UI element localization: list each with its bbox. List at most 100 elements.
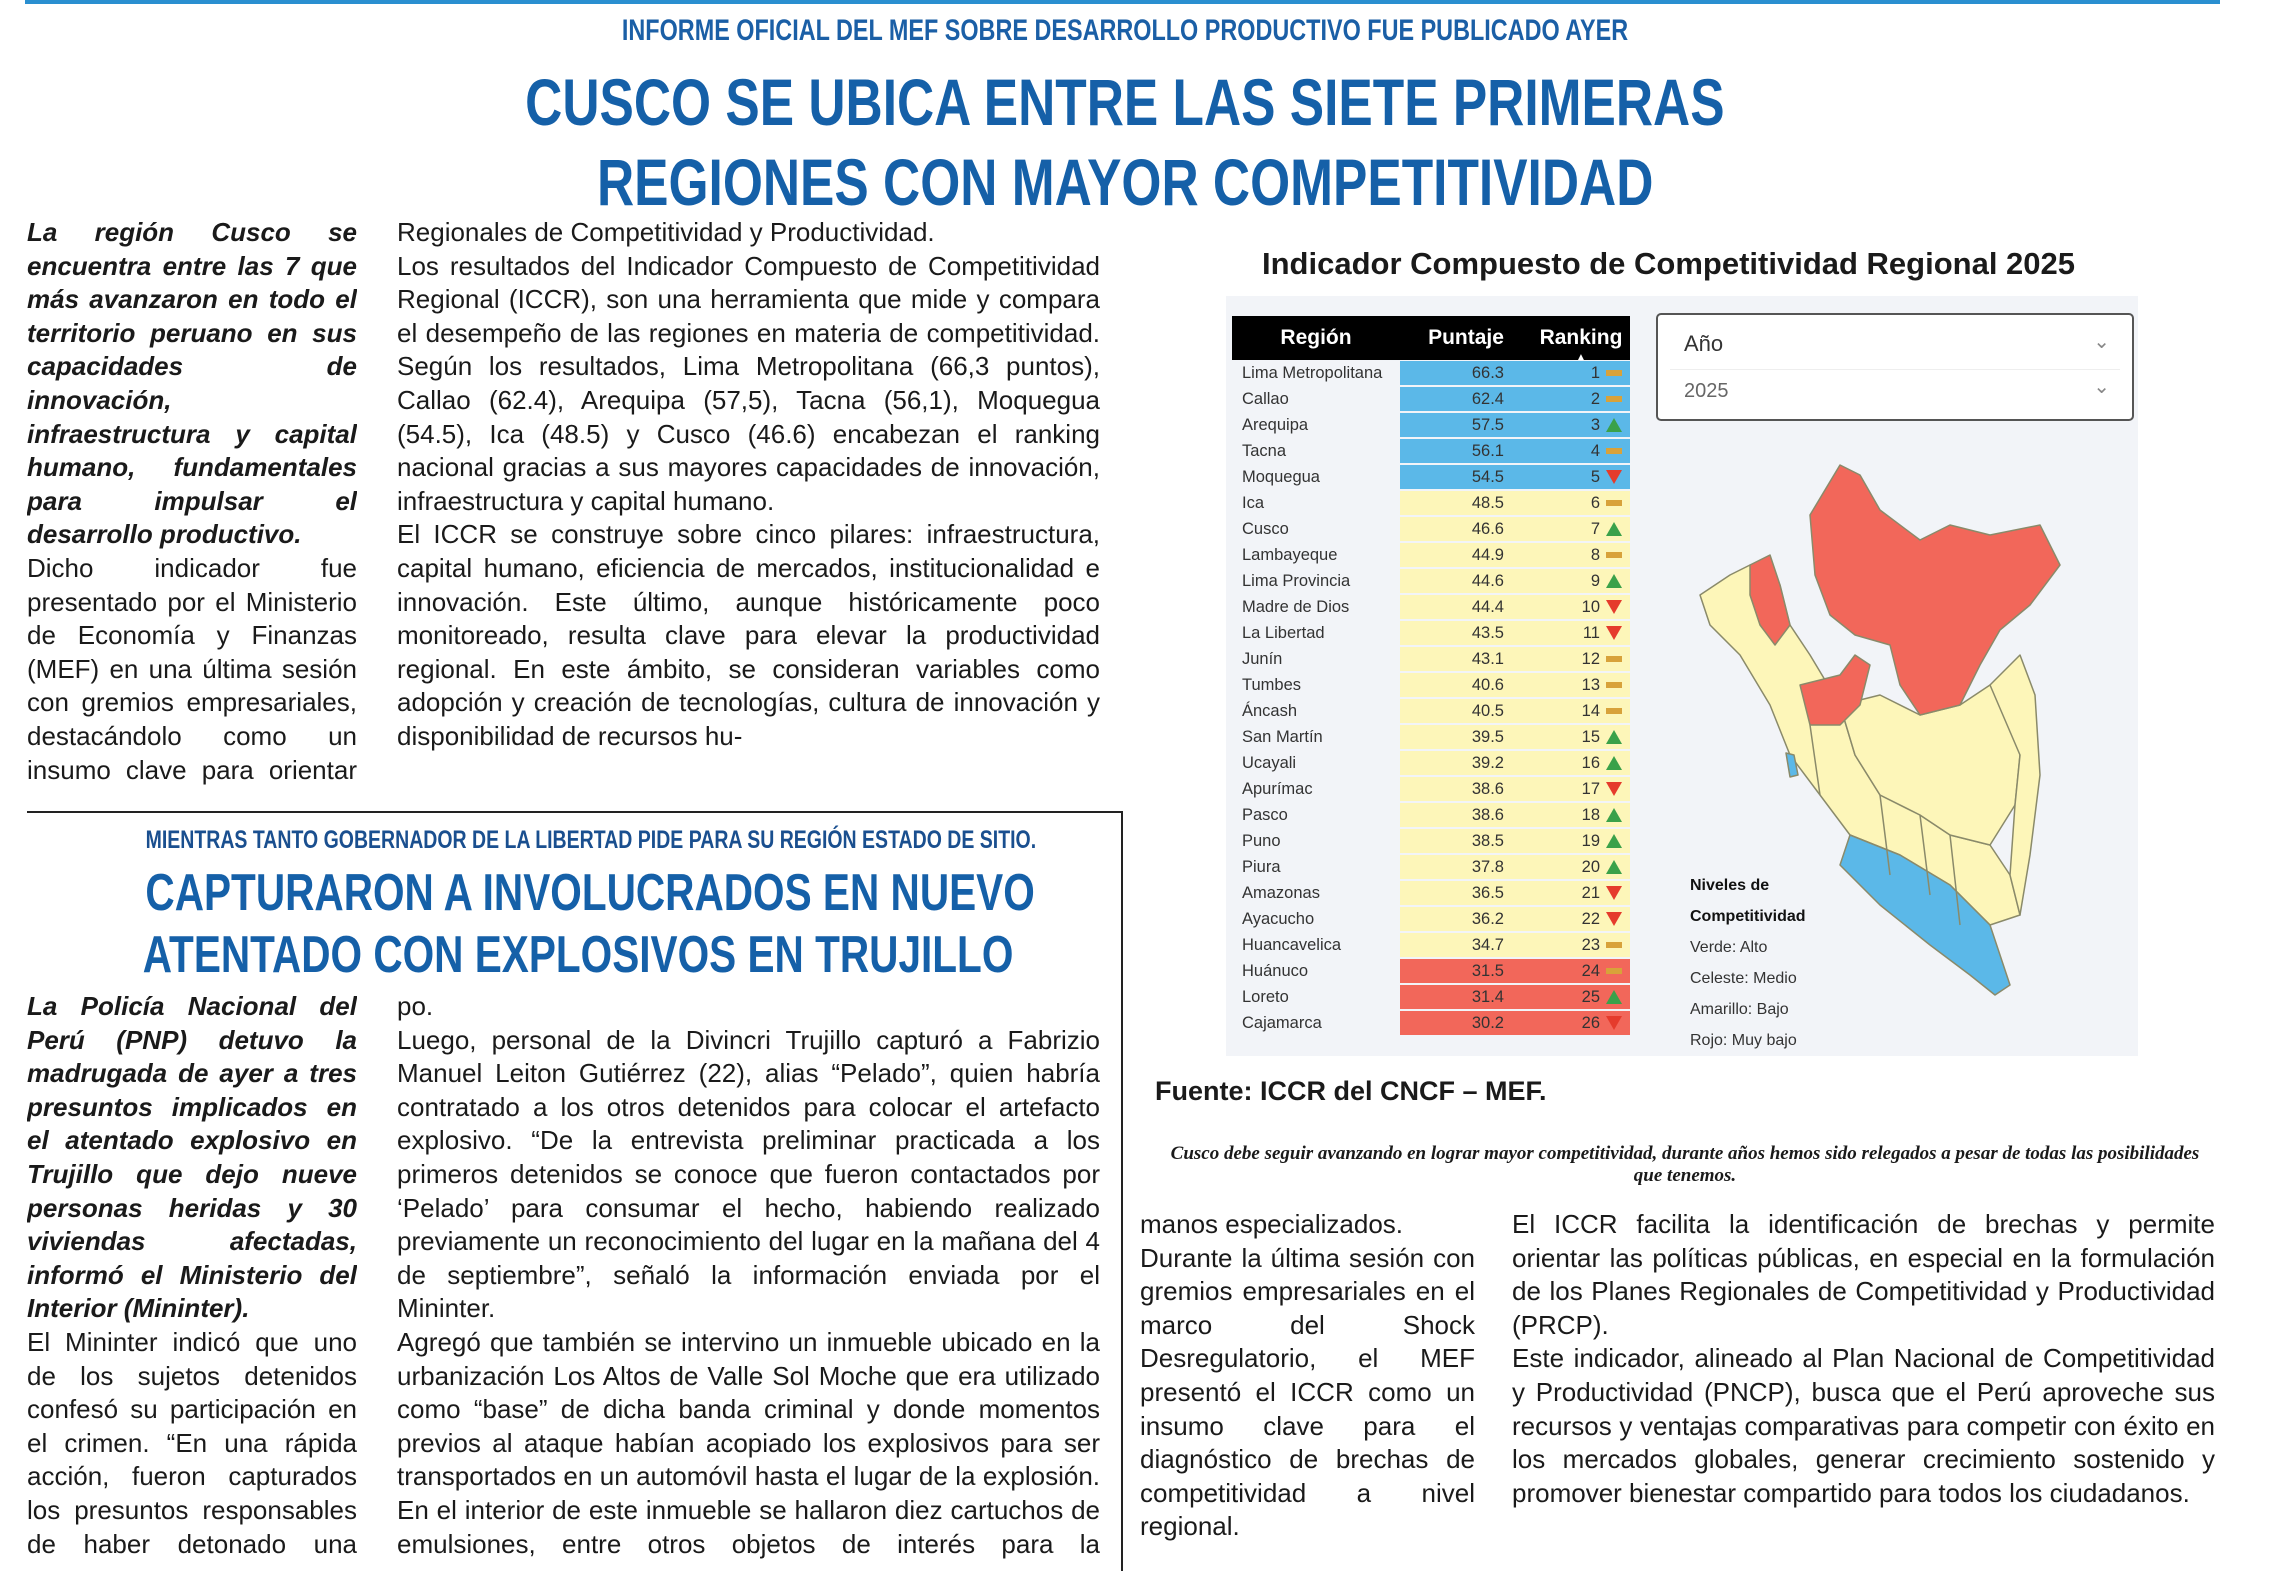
rank-value: 16 — [1581, 754, 1600, 772]
table-row: Apurímac 38.6 17 — [1232, 776, 1630, 802]
map-region-blue-lima — [1785, 752, 1799, 778]
table-row: Arequipa 57.5 3 — [1232, 412, 1630, 438]
rank-value: 22 — [1581, 910, 1600, 928]
article2-lead: La Policía Nacional del Perú (PNP) detuv… — [27, 991, 357, 1324]
article1-col3: manos especializados. Durante la última … — [1140, 1208, 1475, 1553]
score-cell: 46.6 — [1400, 517, 1532, 541]
article1-headline: CUSCO SE UBICA ENTRE LAS SIETE PRIMERAS … — [525, 65, 1725, 219]
score-cell: 48.5 — [1400, 491, 1532, 515]
table-row: Loreto 31.4 25 — [1232, 984, 1630, 1010]
region-name: San Martín — [1242, 727, 1323, 746]
table-row: Lima Metropolitana 66.3 1 — [1232, 360, 1630, 386]
rank-cell: 21 — [1532, 881, 1630, 905]
region-name: Junín — [1242, 649, 1283, 668]
table-row: San Martín 39.5 15 — [1232, 724, 1630, 750]
article1-col2: Regionales de Competitividad y Productiv… — [397, 216, 1100, 792]
paragraph: Agregó que también se intervino un inmue… — [397, 1326, 1100, 1559]
trend-flat-icon — [1606, 942, 1622, 948]
rank-value: 3 — [1590, 416, 1600, 434]
rank-value: 8 — [1590, 546, 1600, 564]
year-select[interactable]: 2025 ⌄ — [1670, 369, 2120, 415]
trend-flat-icon — [1606, 968, 1622, 974]
article2-headline: CAPTURARON A INVOLUCRADOS EN NUEVO ATENT… — [142, 864, 1035, 984]
rank-cell: 7 — [1532, 517, 1630, 541]
rank-value: 23 — [1581, 936, 1600, 954]
table-row: Huánuco 31.5 24 — [1232, 958, 1630, 984]
legend-item: Amarillo: Bajo — [1690, 1001, 1789, 1018]
article1-lead: La región Cusco se encuentra entre las 7… — [27, 217, 357, 550]
rank-value: 19 — [1581, 832, 1600, 850]
rank-value: 15 — [1581, 728, 1600, 746]
map-region-red-loreto — [1809, 464, 2061, 716]
region-name: Ica — [1242, 493, 1265, 512]
chart-source: Fuente: ICCR del CNCF – MEF. — [1155, 1076, 1547, 1106]
year-filter[interactable]: Año ⌄ 2025 ⌄ — [1656, 313, 2134, 421]
paragraph: Los resultados del Indicador Compuesto d… — [397, 250, 1100, 516]
rank-cell: 9 — [1532, 569, 1630, 593]
chevron-down-icon[interactable]: ⌄ — [2093, 331, 2110, 353]
score-cell: 38.5 — [1400, 829, 1532, 853]
region-name: Loreto — [1242, 987, 1289, 1006]
trend-up-icon — [1606, 418, 1622, 432]
region-name: Amazonas — [1242, 883, 1320, 902]
trend-down-icon — [1606, 912, 1622, 926]
paragraph: Luego, personal de la Divincri Trujillo … — [397, 1024, 1100, 1324]
rank-cell: 1 — [1532, 361, 1630, 385]
score-cell: 40.6 — [1400, 673, 1532, 697]
table-row: Lambayeque 44.9 8 — [1232, 542, 1630, 568]
rank-value: 6 — [1590, 494, 1600, 512]
table-row: Moquegua 54.5 5 — [1232, 464, 1630, 490]
region-name: Cajamarca — [1242, 1013, 1322, 1032]
rank-cell: 13 — [1532, 673, 1630, 697]
rank-cell: 20 — [1532, 855, 1630, 879]
region-name: Lima Metropolitana — [1242, 363, 1383, 382]
table-row: Áncash 40.5 14 — [1232, 698, 1630, 724]
paragraph: manos especializados. — [1140, 1209, 1404, 1239]
rank-cell: 24 — [1532, 959, 1630, 983]
rank-cell: 4 — [1532, 439, 1630, 463]
rank-cell: 15 — [1532, 725, 1630, 749]
region-name: Puno — [1242, 831, 1281, 850]
region-name: Callao — [1242, 389, 1289, 408]
trend-flat-icon — [1606, 396, 1622, 402]
rank-value: 18 — [1581, 806, 1600, 824]
article2-kicker: MIENTRAS TANTO GOBERNADOR DE LA LIBERTAD… — [145, 826, 1037, 854]
table-row: Junín 43.1 12 — [1232, 646, 1630, 672]
region-name: Huánuco — [1242, 961, 1309, 980]
rank-cell: 18 — [1532, 803, 1630, 827]
trend-down-icon — [1606, 600, 1622, 614]
paragraph: El ICCR se construye sobre cinco pilares… — [397, 519, 1100, 751]
score-cell: 40.5 — [1400, 699, 1532, 723]
region-name: Ayacucho — [1242, 909, 1315, 928]
top-rule — [25, 0, 2220, 4]
trend-down-icon — [1606, 782, 1622, 796]
region-name: Huancavelica — [1242, 935, 1342, 954]
table-row: Ayacucho 36.2 22 — [1232, 906, 1630, 932]
trend-up-icon — [1606, 756, 1622, 770]
peru-map — [1699, 464, 2061, 996]
score-cell: 56.1 — [1400, 439, 1532, 463]
trend-flat-icon — [1606, 656, 1622, 662]
trend-up-icon — [1606, 990, 1622, 1004]
rank-value: 13 — [1581, 676, 1600, 694]
rank-value: 25 — [1581, 988, 1600, 1006]
trend-flat-icon — [1606, 370, 1622, 376]
chevron-down-icon[interactable]: ⌄ — [2093, 376, 2110, 398]
table-row: Cusco 46.6 7 — [1232, 516, 1630, 542]
rank-cell: 12 — [1532, 647, 1630, 671]
score-cell: 38.6 — [1400, 803, 1532, 827]
table-row: Cajamarca 30.2 26 — [1232, 1010, 1630, 1036]
rank-value: 17 — [1581, 780, 1600, 798]
map-region-red-cajamarca — [1749, 554, 1791, 646]
region-name: Cusco — [1242, 519, 1289, 538]
trend-flat-icon — [1606, 552, 1622, 558]
region-name: Áncash — [1242, 701, 1298, 720]
col-puntaje: Puntaje — [1428, 326, 1504, 349]
legend-title: Niveles de — [1690, 877, 1770, 894]
rank-value: 5 — [1590, 468, 1600, 486]
trend-flat-icon — [1606, 500, 1622, 506]
article1-col4: El ICCR facilita la identificación de br… — [1512, 1208, 2215, 1553]
chart-title: Indicador Compuesto de Competitividad Re… — [1262, 246, 2076, 281]
paragraph: Regionales de Competitividad y Productiv… — [397, 217, 935, 247]
col-ranking[interactable]: Ranking ▲ — [1539, 326, 1623, 363]
